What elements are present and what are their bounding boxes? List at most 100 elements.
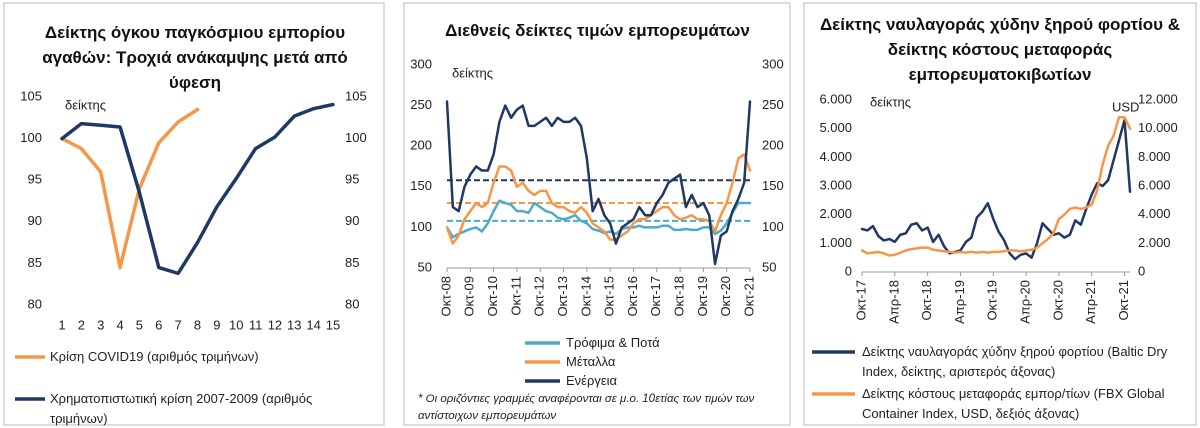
x-tick-label: Απρ-21: [1083, 280, 1098, 324]
chart-title: Δείκτης όγκου παγκόσμιου εμπορίου αγαθών…: [42, 23, 348, 92]
y-axis-label: δείκτης: [65, 97, 106, 112]
x-tick-label: 2: [78, 317, 85, 332]
legend-label: Τρόφιμα & Ποτά: [566, 335, 660, 350]
legend-label: Ενέργεια: [566, 373, 618, 388]
y-tick-label: 6.000: [819, 91, 852, 106]
x-tick-label: 6: [155, 317, 162, 332]
y2-tick-label: 200: [762, 138, 784, 153]
y-tick-label: 50: [418, 259, 432, 274]
y-tick-label: 100: [20, 130, 42, 145]
y-tick-label: 80: [28, 296, 42, 311]
legend-label: Δείκτης ναυλαγοράς χύδην ξηρού φορτίου (…: [862, 344, 1168, 379]
y2-tick-label: 50: [762, 259, 776, 274]
chart-title: Διεθνείς δείκτες τιμών εμπορευμάτων: [445, 21, 750, 40]
series-line: [860, 118, 1132, 261]
x-tick-label: Οκτ-08: [438, 276, 453, 317]
panel-frame: [403, 2, 791, 426]
y-tick-label: 200: [410, 138, 432, 153]
y-tick-label: 95: [28, 172, 42, 187]
x-tick-label: Οκτ-18: [672, 276, 687, 317]
x-tick-label: Απρ-20: [1018, 280, 1033, 324]
series-line: [445, 153, 752, 245]
y2-tick-label: 90: [345, 213, 359, 228]
x-tick-label: 3: [97, 317, 104, 332]
x-tick-label: Οκτ-21: [741, 276, 756, 317]
y-tick-label: 3.000: [819, 177, 852, 192]
x-tick-label: 10: [229, 317, 243, 332]
x-tick-label: Οκτ-19: [985, 280, 1000, 321]
x-tick-label: Οκτ-18: [919, 280, 934, 321]
x-tick-label: Οκτ-16: [625, 276, 640, 317]
x-tick-label: Οκτ-13: [555, 276, 570, 317]
x-tick-label: Οκτ-10: [485, 276, 500, 317]
y2-tick-label: 100: [345, 130, 367, 145]
x-tick-label: 13: [287, 317, 301, 332]
y-tick-label: 85: [28, 255, 42, 270]
y-tick-label: 5.000: [819, 120, 852, 135]
x-tick-label: 9: [213, 317, 220, 332]
series-line: [60, 107, 200, 270]
footnote: * Οι οριζόντιες γραμμές αναφέρονται σε μ…: [418, 393, 755, 422]
x-tick-label: Οκτ-21: [1116, 280, 1131, 321]
y-tick-label: 105: [20, 88, 42, 103]
y2-tick-label: 300: [762, 56, 784, 71]
x-tick-label: 12: [268, 317, 282, 332]
panel-frame: [3, 2, 385, 426]
x-tick-label: Οκτ-14: [578, 276, 593, 317]
x-tick-label: 4: [116, 317, 123, 332]
x-tick-label: Απρ-19: [952, 280, 967, 324]
y-tick-label: 300: [410, 56, 432, 71]
x-tick-label: 1: [58, 317, 65, 332]
y2-tick-label: 10.000: [1138, 120, 1178, 135]
x-tick-label: Οκτ-17: [648, 276, 663, 317]
y2-tick-label: 8.000: [1138, 149, 1171, 164]
y-tick-label: 250: [410, 97, 432, 112]
x-tick-label: Οκτ-17: [853, 280, 868, 321]
y2-tick-label: 250: [762, 97, 784, 112]
y2-tick-label: 95: [345, 172, 359, 187]
x-tick-label: Οκτ-19: [695, 276, 710, 317]
series-line: [60, 102, 335, 276]
x-tick-label: Οκτ-12: [532, 276, 547, 317]
y2-tick-label: 2.000: [1138, 235, 1171, 250]
panel-frame: [803, 2, 1197, 426]
y2-tick-label: 0: [1138, 263, 1145, 278]
legend-label: Δείκτης κόστους μεταφοράς εμπορ/τίων (FB…: [862, 386, 1165, 421]
x-tick-label: 7: [175, 317, 182, 332]
x-tick-label: 14: [306, 317, 320, 332]
x-tick-label: Οκτ-11: [508, 276, 523, 316]
y2-tick-label: 105: [345, 88, 367, 103]
legend-label: Μέταλλα: [566, 354, 616, 369]
y-tick-label: 2.000: [819, 206, 852, 221]
y2-axis-label: USD: [1112, 99, 1139, 114]
y2-tick-label: 150: [762, 178, 784, 193]
y2-tick-label: 6.000: [1138, 177, 1171, 192]
y-tick-label: 0: [845, 263, 852, 278]
y2-tick-label: 80: [345, 296, 359, 311]
x-tick-label: Οκτ-15: [602, 276, 617, 317]
x-tick-label: 11: [249, 317, 263, 332]
y-tick-label: 1.000: [819, 235, 852, 250]
x-tick-label: 5: [136, 317, 143, 332]
series-line: [445, 199, 752, 239]
x-tick-label: Οκτ-09: [462, 276, 477, 317]
y2-tick-label: 85: [345, 255, 359, 270]
y2-tick-label: 100: [762, 219, 784, 234]
y-tick-label: 4.000: [819, 149, 852, 164]
y-axis-label: δείκτης: [452, 65, 493, 80]
y-axis-label: δείκτης: [870, 94, 911, 109]
x-tick-label: Οκτ-20: [1050, 280, 1065, 321]
legend-label: Χρηματοπιστωτική κρίση 2007-2009 (αριθμό…: [50, 391, 313, 426]
y-tick-label: 100: [410, 219, 432, 234]
x-tick-label: Απρ-18: [886, 280, 901, 324]
legend-label: Κρίση COVID19 (αριθμός τριμήνων): [50, 349, 259, 364]
series-line: [860, 115, 1132, 257]
series-line: [445, 100, 752, 266]
chart-title: Δείκτης ναυλαγοράς χύδην ξηρού φορτίου &…: [819, 15, 1181, 84]
y-tick-label: 90: [28, 213, 42, 228]
y2-tick-label: 4.000: [1138, 206, 1171, 221]
y2-tick-label: 12.000: [1138, 91, 1178, 106]
x-tick-label: 15: [326, 317, 340, 332]
